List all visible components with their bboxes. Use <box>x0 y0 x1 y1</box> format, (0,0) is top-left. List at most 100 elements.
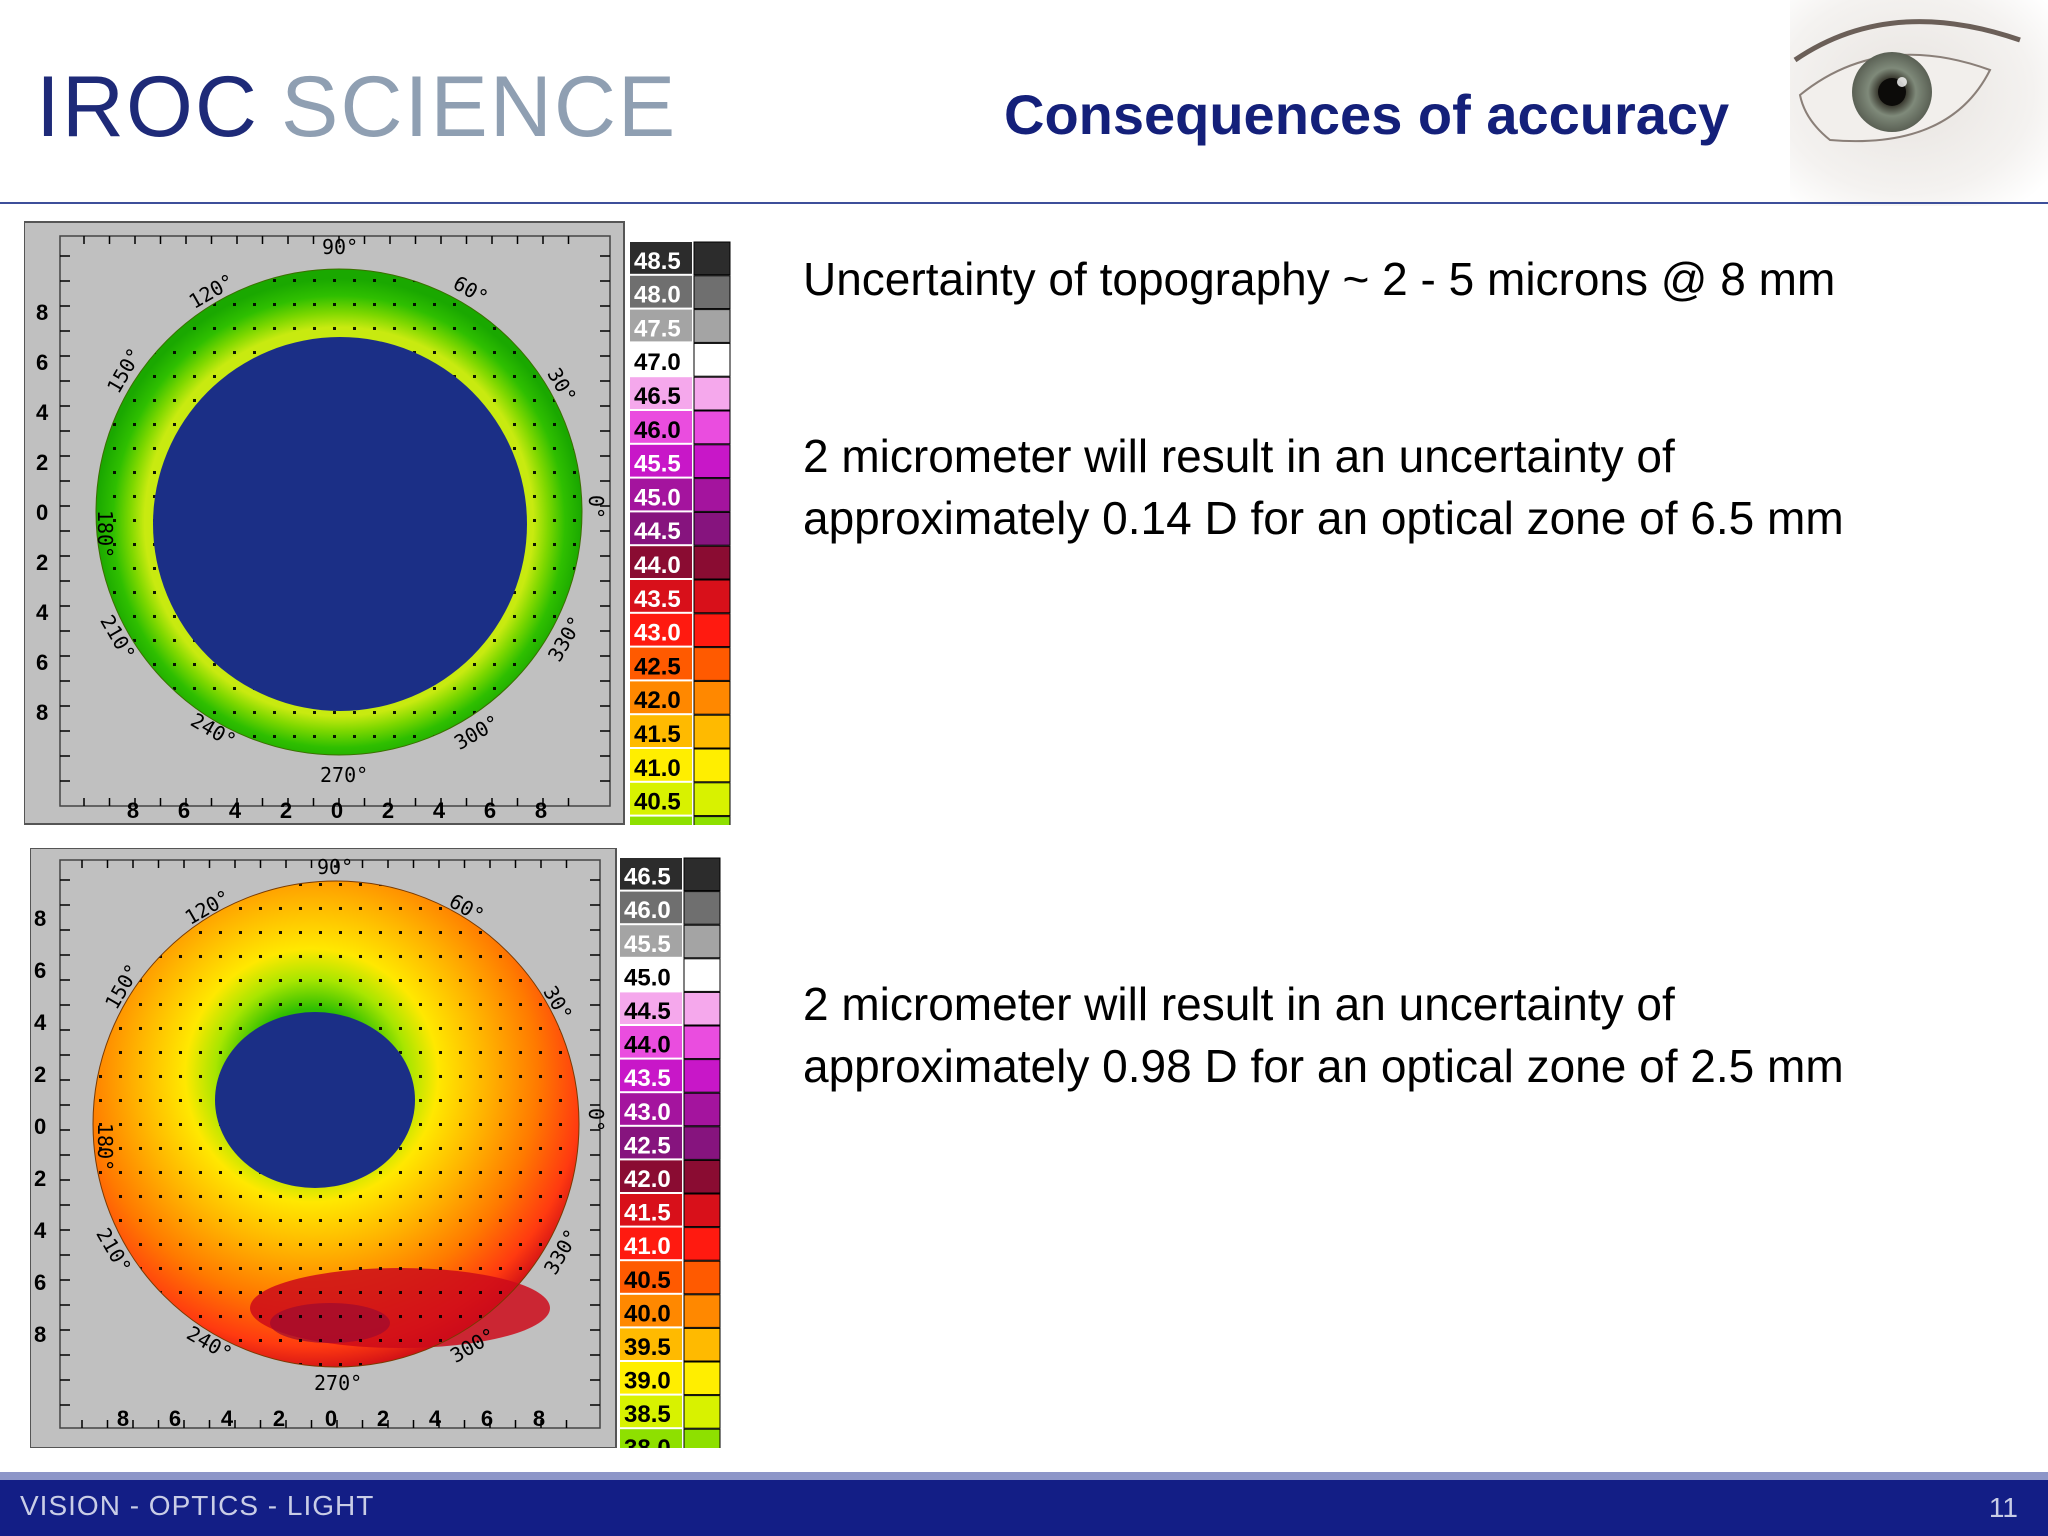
scale-bar <box>683 891 721 925</box>
y-tick: 0 <box>34 1114 46 1139</box>
y-tick: 2 <box>34 1166 46 1191</box>
scale-swatch <box>630 715 692 747</box>
y-tick: 4 <box>34 1218 47 1243</box>
x-tick: 0 <box>331 798 343 823</box>
angle-label: 180° <box>93 1123 117 1171</box>
x-tick: 6 <box>178 798 190 823</box>
result-25mm-line2: approximately 0.98 D for an optical zone… <box>803 1040 1844 1092</box>
iroc-science-logo: IROC SCIENCE <box>36 58 677 157</box>
y-tick: 8 <box>36 700 48 725</box>
x-tick: 4 <box>221 1406 234 1431</box>
scale-bar <box>683 1227 721 1261</box>
scale-label: 41.0 <box>624 1233 671 1260</box>
scale-label: 39.5 <box>624 1334 671 1361</box>
x-tick: 0 <box>325 1406 337 1431</box>
y-tick: 8 <box>36 300 48 325</box>
scale-label: 43.0 <box>624 1099 671 1126</box>
scale-label: 43.5 <box>624 1065 671 1092</box>
scale-swatch <box>620 1395 682 1428</box>
scale-bar <box>683 1092 721 1127</box>
scale-bar <box>683 1025 721 1060</box>
x-tick: 6 <box>169 1406 181 1431</box>
scale-label: 45.5 <box>624 931 671 958</box>
scale-swatch <box>620 1362 682 1394</box>
scale-swatch <box>620 1294 682 1327</box>
scale-bar <box>683 1260 721 1295</box>
scale-label: 40.5 <box>634 789 681 816</box>
scale-swatch <box>630 782 692 815</box>
map-2-x-axis: 8 6 4 2 0 2 4 6 8 <box>117 1406 545 1431</box>
scale-swatch <box>630 749 692 781</box>
scale-label: 43.0 <box>634 620 681 647</box>
scale-swatch <box>630 613 692 646</box>
scale-swatch <box>620 858 682 890</box>
scale-bar <box>693 579 731 614</box>
y-tick: 4 <box>34 1010 47 1035</box>
footer-bar <box>0 1480 2048 1536</box>
scale-bar <box>693 647 731 681</box>
scale-swatch <box>620 1261 682 1293</box>
scale-bar <box>693 816 731 825</box>
y-tick: 8 <box>34 906 46 931</box>
scale-label: 46.5 <box>634 383 681 410</box>
angle-label: 270° <box>320 763 368 787</box>
scale-label: 46.5 <box>624 864 671 891</box>
y-tick: 6 <box>36 650 48 675</box>
scale-bar <box>693 275 731 310</box>
scale-bar <box>683 924 721 959</box>
x-tick: 4 <box>229 798 242 823</box>
x-tick: 2 <box>280 798 292 823</box>
scale-swatch <box>630 343 692 376</box>
scale-swatch <box>630 546 692 578</box>
scale-bar <box>693 680 731 715</box>
scale-label: 41.5 <box>634 721 681 748</box>
y-tick: 6 <box>34 958 46 983</box>
scale-bar <box>683 1126 721 1160</box>
scale-bar <box>693 241 731 276</box>
x-tick: 4 <box>433 798 446 823</box>
scale-label: 40.0 <box>634 822 681 825</box>
y-tick: 0 <box>36 500 48 525</box>
angle-label: 0° <box>584 1108 608 1132</box>
scale-swatch <box>630 242 692 274</box>
result-65mm-line1: 2 micrometer will result in an uncertain… <box>803 430 1675 482</box>
scale-swatch <box>630 309 692 342</box>
scale-swatch <box>620 958 682 991</box>
scale-label: 46.0 <box>624 897 671 924</box>
scale-bar <box>683 1193 721 1228</box>
footer-tagline: VISION - OPTICS - LIGHT <box>20 1490 375 1521</box>
scale-label: 42.5 <box>634 653 681 680</box>
scale-bar <box>693 444 731 479</box>
eye-image <box>1790 0 2048 206</box>
scale-swatch <box>620 1160 682 1192</box>
scale-label: 41.5 <box>624 1200 671 1227</box>
scale-swatch <box>630 411 692 443</box>
scale-label: 40.0 <box>624 1300 671 1327</box>
frame-ticks <box>60 860 600 1428</box>
slide-title: Consequences of accuracy <box>1004 83 1730 146</box>
scale-bar <box>683 1428 721 1448</box>
scale-swatch <box>620 1429 682 1448</box>
scale-bar <box>693 748 731 783</box>
scale-label: 38.5 <box>624 1401 671 1428</box>
scale-swatch <box>630 647 692 680</box>
y-tick: 2 <box>34 1062 46 1087</box>
x-tick: 8 <box>127 798 139 823</box>
scale-bar <box>683 1059 721 1093</box>
scale-label: 44.5 <box>634 518 681 545</box>
angle-label: 90° <box>322 235 358 259</box>
scale-swatch <box>630 512 692 545</box>
scale-swatch <box>630 377 692 409</box>
scale-label: 45.0 <box>634 484 681 511</box>
scale-bar <box>683 958 721 992</box>
x-tick: 6 <box>484 798 496 823</box>
angle-label: 270° <box>314 1371 362 1395</box>
logo-science: SCIENCE <box>281 59 678 155</box>
page-number: 11 <box>1988 1492 2018 1523</box>
scale-label: 44.5 <box>624 998 671 1025</box>
scale-label: 42.0 <box>634 687 681 714</box>
scale-bar <box>693 545 731 580</box>
scale-label: 45.5 <box>634 451 681 478</box>
scale-swatch <box>620 1227 682 1260</box>
scale-bar <box>693 613 731 648</box>
